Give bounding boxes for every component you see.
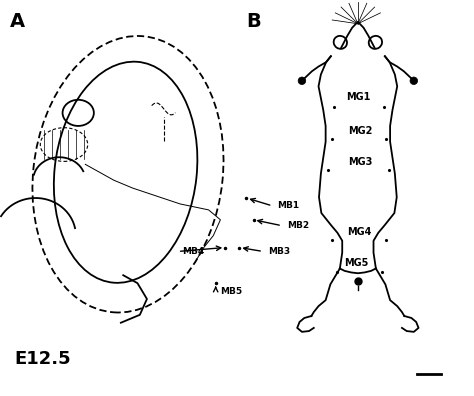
Text: MB1: MB1	[277, 202, 300, 210]
Text: MG2: MG2	[348, 126, 373, 136]
Text: MG4: MG4	[347, 227, 372, 237]
Text: MB5: MB5	[220, 287, 243, 295]
Text: MG3: MG3	[348, 157, 373, 168]
Text: A: A	[9, 12, 25, 31]
Ellipse shape	[298, 77, 306, 84]
Text: B: B	[246, 12, 261, 31]
Text: MG5: MG5	[344, 258, 369, 268]
Text: MB4: MB4	[182, 247, 205, 256]
Text: MB3: MB3	[268, 247, 290, 256]
Text: E12.5: E12.5	[14, 350, 71, 368]
Ellipse shape	[410, 77, 418, 84]
Text: MG1: MG1	[346, 92, 370, 102]
Text: MB2: MB2	[287, 221, 309, 230]
